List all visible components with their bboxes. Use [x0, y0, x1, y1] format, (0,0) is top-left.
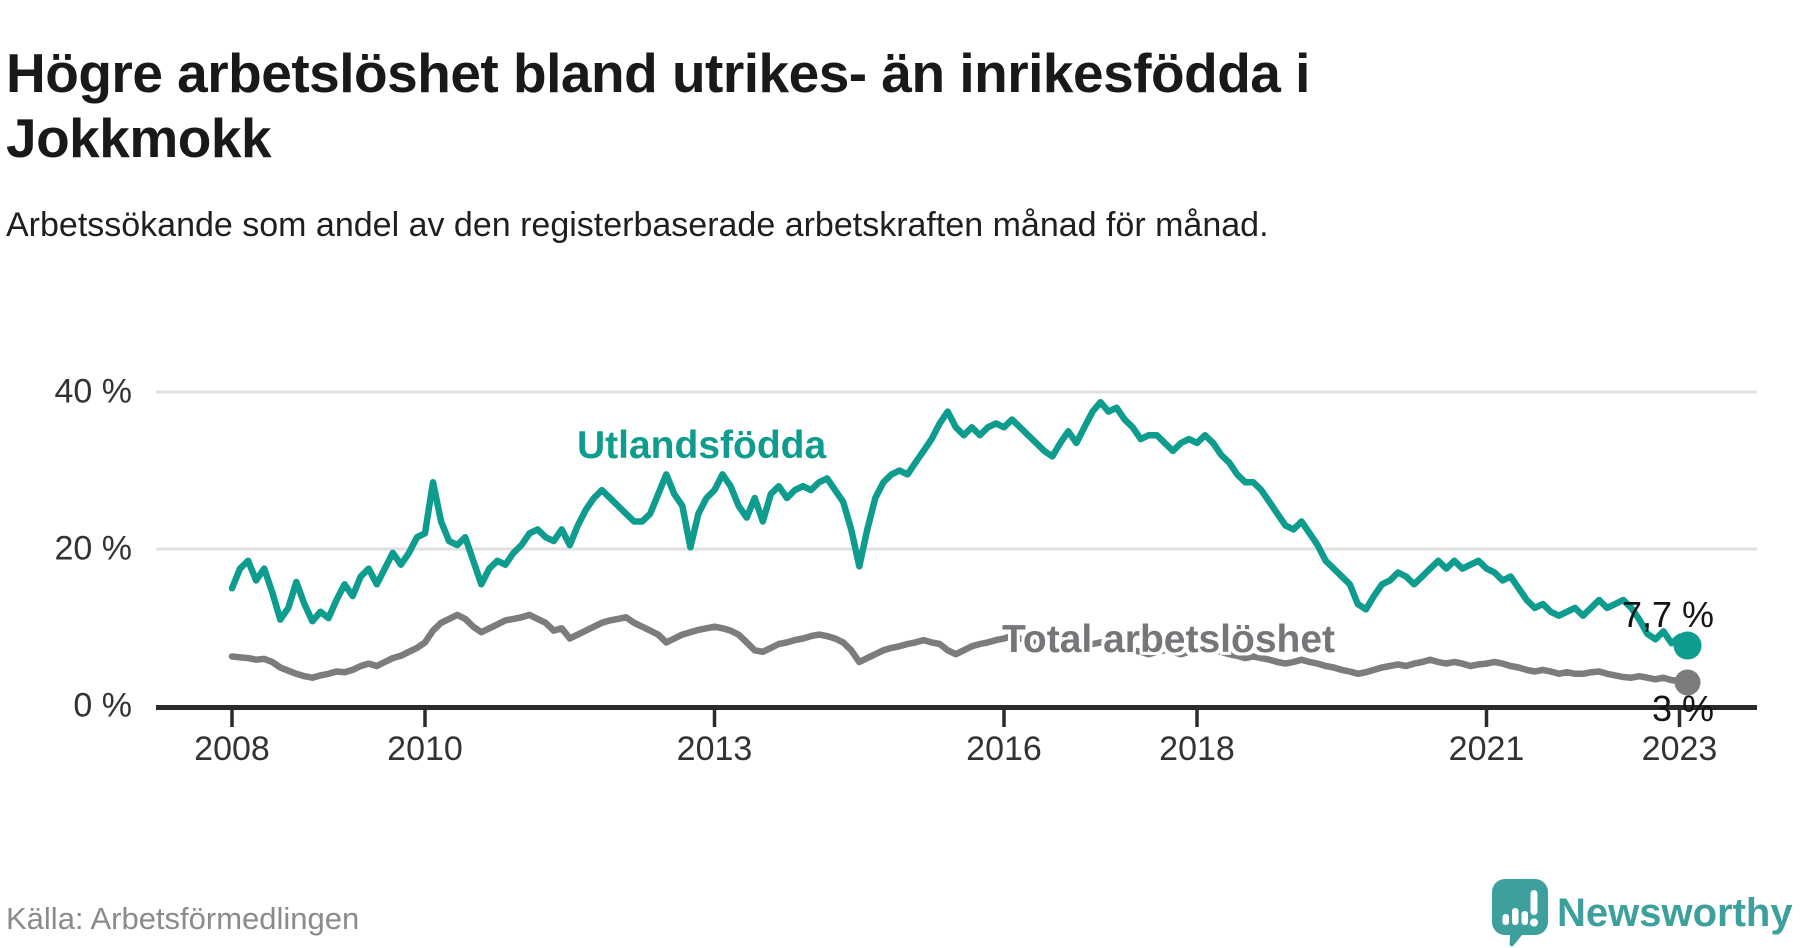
speech-bubble-shape	[1492, 879, 1548, 947]
newsworthy-logo: Newsworthy	[1491, 878, 1793, 948]
series-line-total	[228, 611, 1691, 686]
series-line-utlandsfodda	[228, 398, 1691, 649]
x-tick-label-2016: 2016	[966, 730, 1042, 768]
chart-title: Högre arbetslöshet bland utrikes- än inr…	[6, 41, 1310, 169]
end-dot-total	[1674, 669, 1701, 696]
y-tick-label-0: 0 %	[73, 686, 132, 725]
exclamation-dot	[1530, 918, 1538, 927]
exclamation-bar	[1530, 890, 1538, 915]
x-tick-label-2023: 2023	[1641, 730, 1718, 768]
x-tick-label-2013: 2013	[676, 730, 753, 768]
newsworthy-logo-icon	[1492, 879, 1548, 947]
newsworthy-logo-text: Newsworthy	[1557, 891, 1793, 935]
bar-2	[1512, 908, 1519, 925]
end-value-label-utlandsfodda: 7,7 %	[1622, 594, 1715, 635]
y-tick-label-20: 20 %	[54, 529, 133, 568]
end-dot-utlandsfodda	[1673, 631, 1702, 660]
y-tick-label-40: 40 %	[54, 372, 133, 411]
x-tick-label-2010: 2010	[387, 730, 463, 768]
bar-1	[1502, 914, 1509, 925]
end-value-label-total: 3 %	[1652, 688, 1715, 729]
series-label-total: Total arbetslöshet	[1002, 618, 1336, 661]
x-tick-label-2008: 2008	[194, 730, 270, 768]
x-tick-label-2018: 2018	[1159, 730, 1235, 768]
x-tick-label-2021: 2021	[1448, 730, 1525, 768]
series-label-utlandsfodda: Utlandsfödda	[577, 424, 827, 467]
source-note: Källa: Arbetsförmedlingen	[6, 901, 360, 936]
chart-subtitle: Arbetssökande som andel av den registerb…	[6, 206, 1269, 244]
bar-3	[1521, 911, 1528, 925]
